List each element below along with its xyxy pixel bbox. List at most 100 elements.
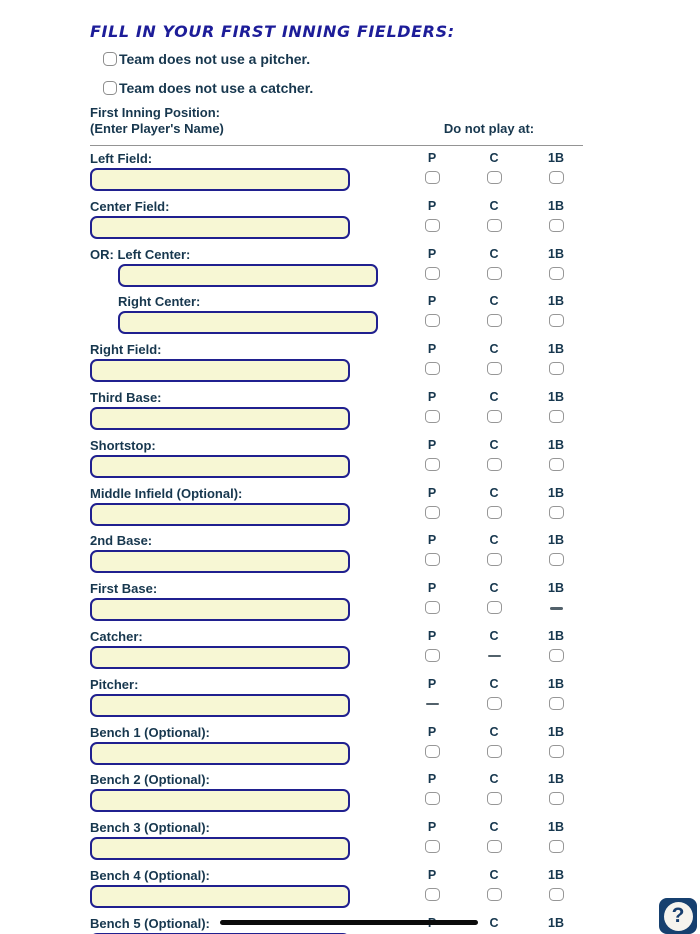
position-label: Catcher: — [90, 628, 143, 644]
do-not-play-checkbox[interactable] — [486, 218, 502, 232]
do-not-play-header: Do not play at: — [443, 121, 535, 136]
do-not-play-checkbox[interactable] — [424, 266, 440, 280]
position-rows: Left Field: P C 1B Center Field: P C 1B OR: Left… — [90, 151, 590, 934]
column-letter: 1B — [548, 772, 564, 787]
do-not-play-checkbox[interactable] — [486, 696, 502, 710]
do-not-play-checkbox[interactable] — [548, 553, 564, 567]
player-name-input[interactable] — [90, 645, 350, 669]
do-not-play-checkbox[interactable] — [548, 744, 564, 758]
do-not-play-checkbox[interactable] — [424, 553, 440, 567]
column-letter: P — [427, 724, 437, 739]
do-not-play-checkbox[interactable] — [424, 792, 440, 806]
do-not-play-checkbox[interactable] — [424, 314, 440, 328]
do-not-play-cell: 1B — [525, 199, 587, 239]
no-catcher-option: Team does not use a catcher. — [103, 80, 313, 96]
do-not-play-checkbox[interactable] — [486, 409, 502, 423]
column-letter: 1B — [548, 915, 564, 930]
no-pitcher-checkbox[interactable] — [103, 52, 117, 66]
do-not-play-cell: P — [401, 725, 463, 765]
do-not-play-cell: P — [401, 247, 463, 287]
player-name-input[interactable] — [90, 454, 350, 478]
column-letter: P — [427, 676, 437, 691]
column-letter: C — [489, 820, 499, 835]
player-name-input[interactable] — [90, 693, 350, 717]
do-not-play-checkbox[interactable] — [486, 266, 502, 280]
do-not-play-cell: P — [401, 581, 463, 621]
do-not-play-checkbox[interactable] — [548, 409, 564, 423]
do-not-play-checkbox[interactable] — [424, 744, 440, 758]
do-not-play-checkbox[interactable] — [548, 505, 564, 519]
do-not-play-checkbox[interactable] — [548, 266, 564, 280]
do-not-play-cell: 1B — [525, 533, 587, 573]
player-name-input[interactable] — [90, 168, 350, 191]
column-letter: P — [427, 628, 437, 643]
player-name-input[interactable] — [90, 884, 350, 908]
do-not-play-checkbox[interactable] — [486, 792, 502, 806]
player-name-input[interactable] — [118, 263, 378, 287]
do-not-play-checkbox[interactable] — [424, 218, 440, 232]
do-not-play-checkbox[interactable] — [548, 840, 564, 854]
player-name-input[interactable] — [90, 598, 350, 622]
column-letter: 1B — [548, 820, 564, 835]
do-not-play-checkbox[interactable] — [548, 362, 564, 376]
player-name-input[interactable] — [118, 311, 378, 335]
do-not-play-checkbox[interactable] — [548, 314, 564, 328]
do-not-play-checkbox[interactable] — [424, 887, 440, 901]
do-not-play-checkbox[interactable] — [548, 696, 564, 710]
do-not-play-cell: P — [401, 820, 463, 860]
column-letter: 1B — [548, 581, 564, 596]
position-cell: Left Field: — [90, 151, 401, 191]
do-not-play-checkbox[interactable] — [424, 840, 440, 854]
player-name-input[interactable] — [90, 359, 350, 383]
player-name-input[interactable] — [90, 502, 350, 526]
do-not-play-checkbox[interactable] — [424, 505, 440, 519]
do-not-play-cell: C — [463, 677, 525, 717]
do-not-play-checkbox[interactable] — [486, 744, 502, 758]
do-not-play-checkbox[interactable] — [486, 314, 502, 328]
do-not-play-cell: 1B — [525, 342, 587, 382]
help-button[interactable]: ? — [659, 898, 697, 934]
player-name-input[interactable] — [90, 837, 350, 861]
column-letter: P — [427, 198, 437, 213]
do-not-play-checkbox[interactable] — [424, 601, 440, 615]
position-row: Catcher: P C 1B — [90, 629, 590, 669]
do-not-play-checkbox[interactable] — [486, 553, 502, 567]
do-not-play-checkbox[interactable] — [486, 457, 502, 471]
do-not-play-cell: P — [401, 629, 463, 669]
do-not-play-checkbox[interactable] — [424, 362, 440, 376]
do-not-play-cell: C — [463, 151, 525, 191]
do-not-play-checkbox[interactable] — [548, 457, 564, 471]
no-catcher-checkbox[interactable] — [103, 81, 117, 95]
do-not-play-checkbox[interactable] — [424, 457, 440, 471]
do-not-play-checkbox[interactable] — [486, 840, 502, 854]
player-name-input[interactable] — [90, 741, 350, 765]
do-not-play-checkbox[interactable] — [486, 362, 502, 376]
position-row: Left Field: P C 1B — [90, 151, 590, 191]
position-row: Bench 3 (Optional): P C 1B — [90, 820, 590, 861]
position-label: Pitcher: — [90, 676, 139, 692]
position-row: Right Field: P C 1B — [90, 342, 590, 383]
do-not-play-checkbox[interactable] — [548, 218, 564, 232]
player-name-input[interactable] — [90, 215, 350, 239]
player-name-input[interactable] — [90, 406, 350, 430]
do-not-play-checkbox[interactable] — [486, 505, 502, 519]
do-not-play-checkbox[interactable] — [486, 171, 502, 184]
position-header-line2: (Enter Player's Name) — [90, 120, 224, 136]
player-name-input[interactable] — [90, 789, 350, 813]
do-not-play-checkbox[interactable] — [548, 648, 564, 662]
do-not-play-checkbox[interactable] — [424, 171, 440, 184]
do-not-play-checkbox[interactable] — [486, 887, 502, 901]
column-letter: P — [427, 867, 437, 882]
do-not-play-checkbox[interactable] — [486, 601, 502, 615]
position-row: Pitcher: P C 1B — [90, 677, 590, 717]
do-not-play-checkbox[interactable] — [548, 171, 564, 184]
do-not-play-checkbox[interactable] — [424, 648, 440, 662]
do-not-play-cell: 1B — [525, 247, 587, 287]
player-name-input[interactable] — [90, 550, 350, 574]
no-catcher-label: Team does not use a catcher. — [119, 80, 314, 96]
do-not-play-checkbox[interactable] — [548, 792, 564, 806]
do-not-play-checkbox[interactable] — [424, 409, 440, 423]
column-letter: C — [489, 485, 499, 500]
position-cell: OR: Left Center: — [90, 247, 401, 287]
do-not-play-checkbox[interactable] — [548, 887, 564, 901]
